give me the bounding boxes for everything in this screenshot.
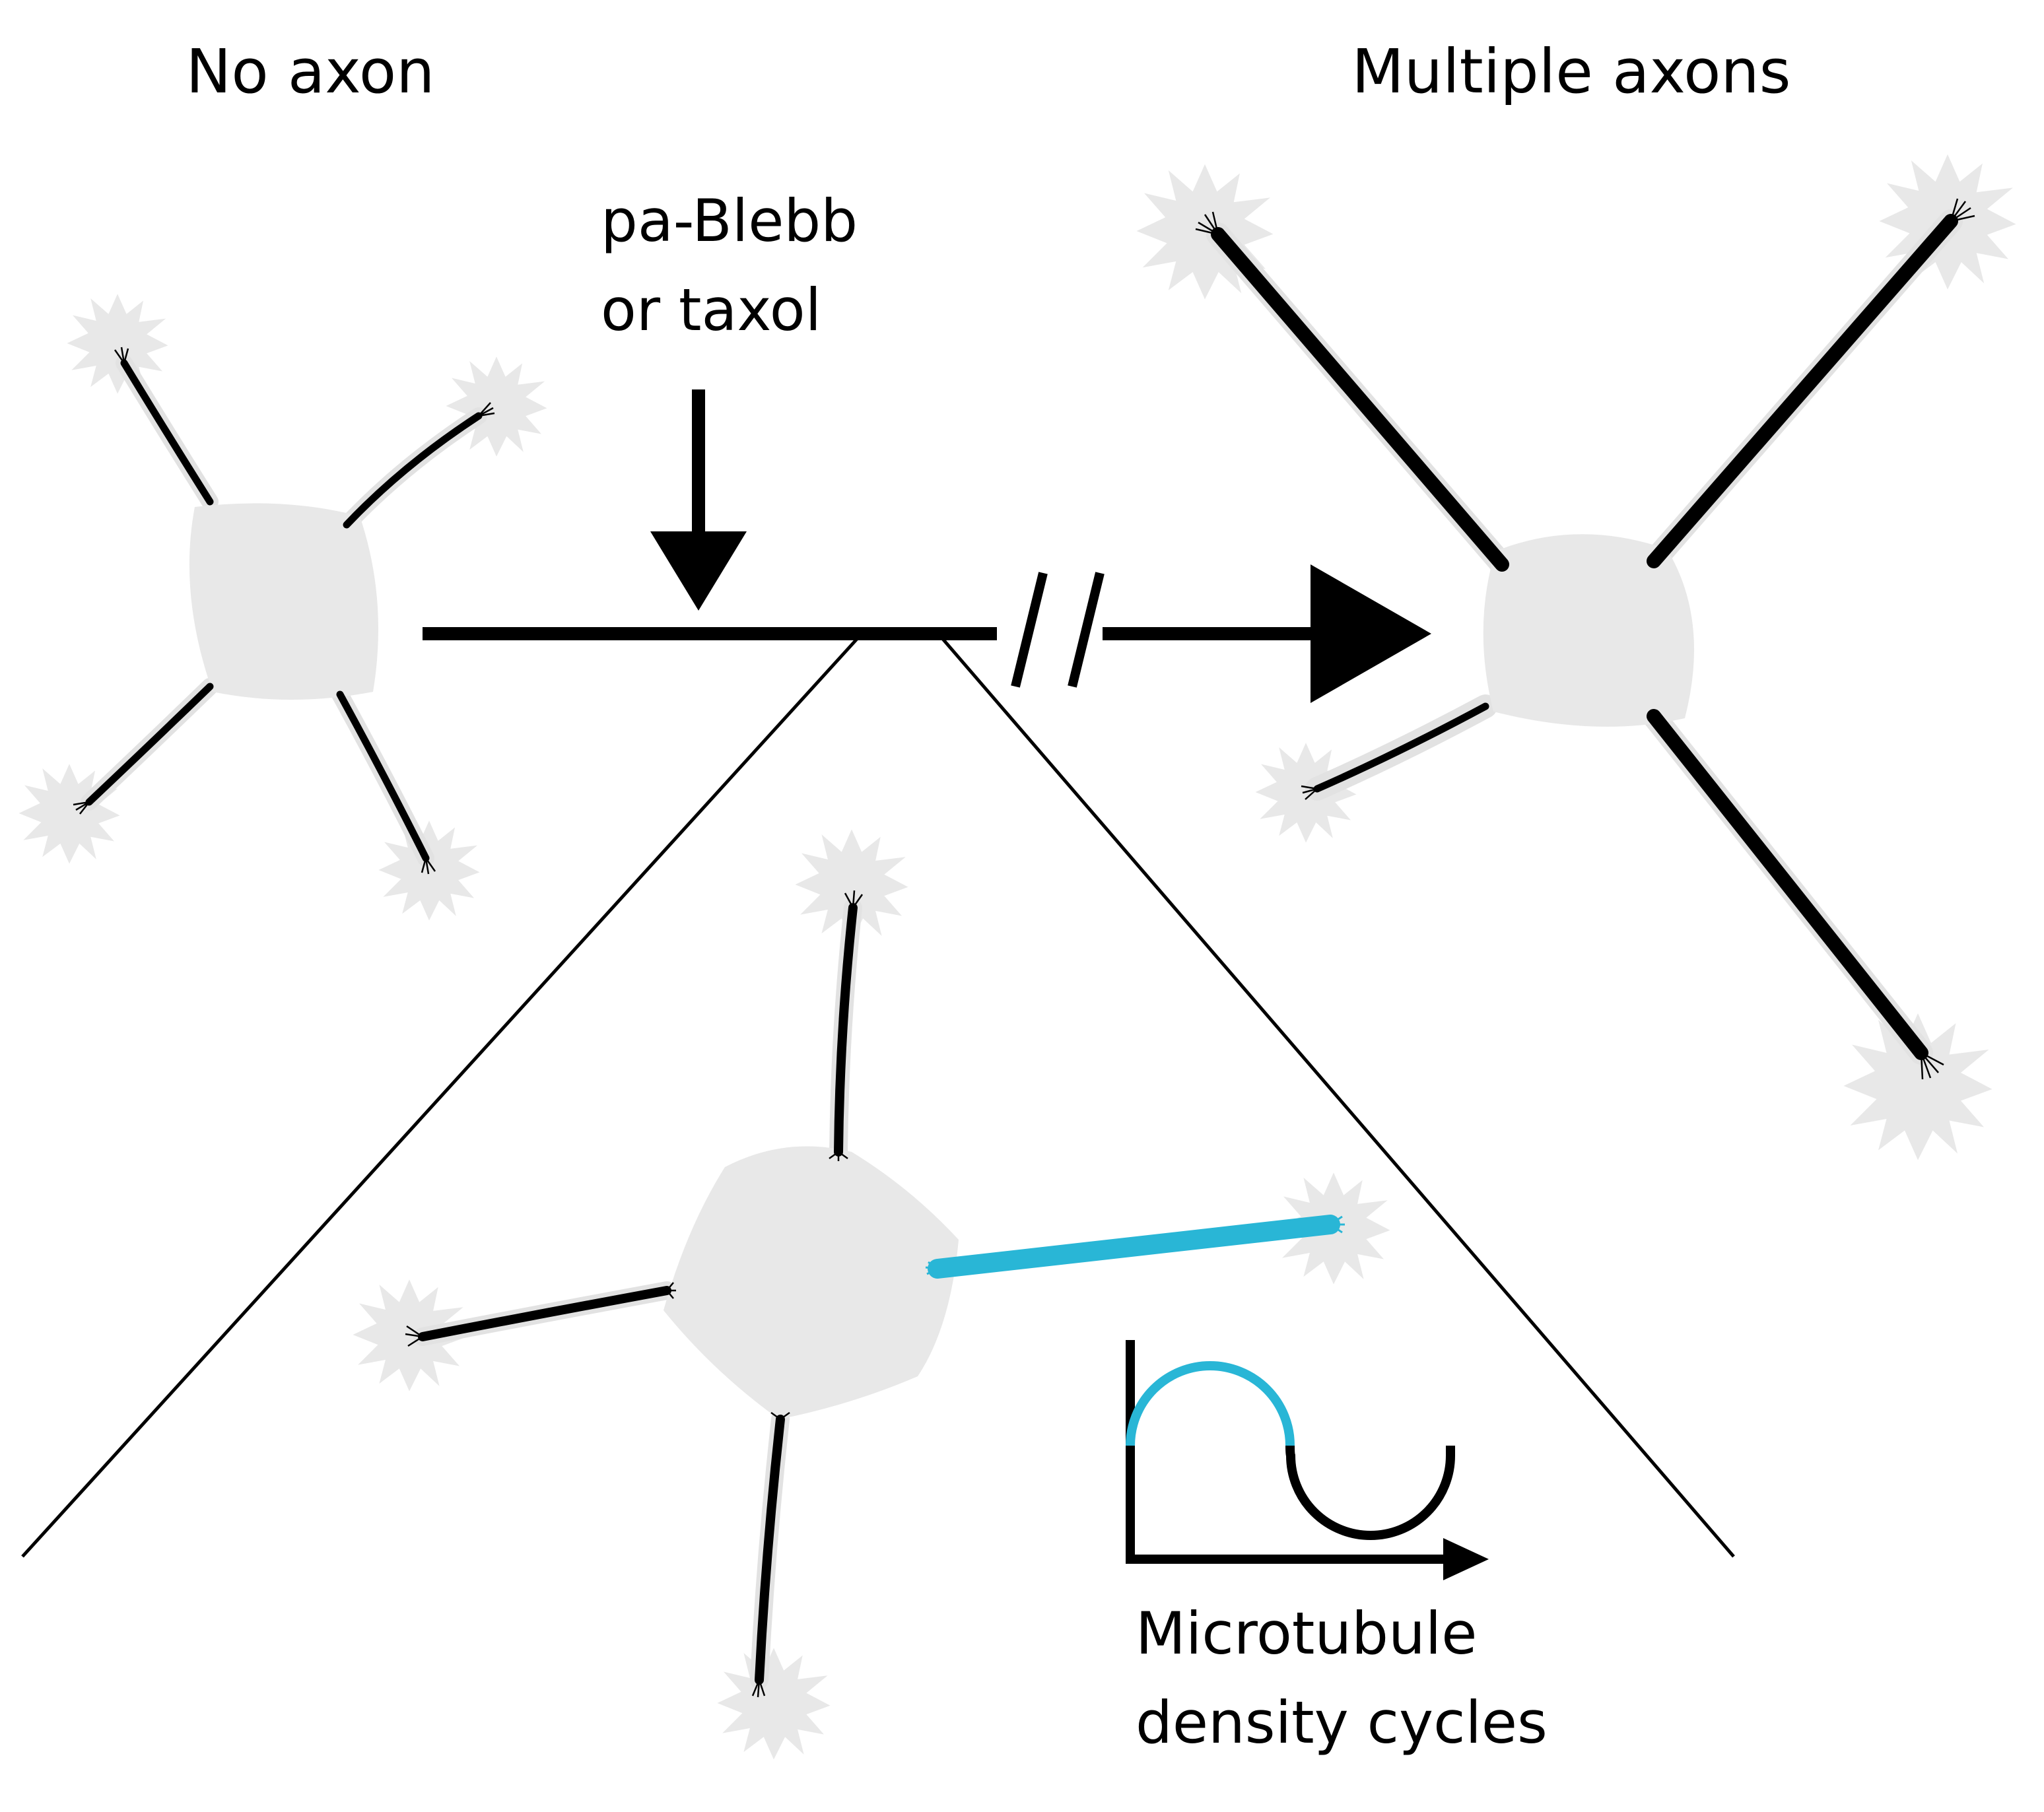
- axon: [1647, 214, 1958, 568]
- neurite: [120, 359, 214, 506]
- label-treatment-line2: or taxol: [601, 276, 821, 344]
- soma: [189, 503, 379, 700]
- neurite: [834, 903, 858, 1157]
- neurite: [418, 1286, 671, 1341]
- growth-cone: [446, 356, 547, 457]
- growth-cone: [67, 294, 168, 394]
- label-treatment-line1: pa-Blebb: [601, 187, 858, 255]
- axon-highlighted: [928, 1215, 1340, 1279]
- axon: [1647, 709, 1928, 1060]
- treatment-arrow: [650, 389, 747, 611]
- growth-cone: [378, 821, 480, 921]
- neurite: [1313, 702, 1489, 793]
- neuron-zoomed: [353, 829, 1390, 1760]
- label-no-axon: No axon: [186, 36, 435, 107]
- neuron-no-axon: [18, 294, 547, 921]
- neurite: [755, 1415, 785, 1685]
- neurite: [343, 412, 483, 529]
- density-curve-falling: [1285, 1445, 1455, 1540]
- soma: [1483, 534, 1695, 727]
- axon: [1211, 227, 1509, 572]
- neurite: [336, 690, 430, 862]
- microtubule-density-graph: [1126, 1340, 1489, 1580]
- timeline-arrow: [423, 564, 1431, 703]
- growth-cone: [717, 1648, 831, 1760]
- label-multiple-axons: Multiple axons: [1351, 36, 1790, 107]
- soma: [664, 1146, 959, 1419]
- density-curve-rising: [1126, 1361, 1295, 1446]
- graph-x-arrowhead: [1443, 1538, 1489, 1580]
- zoom-lines: [21, 638, 1735, 1558]
- neuron-multiple-axons: [1136, 154, 2016, 1160]
- label-graph-line1: Microtubule: [1136, 1599, 1477, 1667]
- label-graph-line2: density cycles: [1136, 1689, 1548, 1757]
- neurite: [85, 683, 214, 806]
